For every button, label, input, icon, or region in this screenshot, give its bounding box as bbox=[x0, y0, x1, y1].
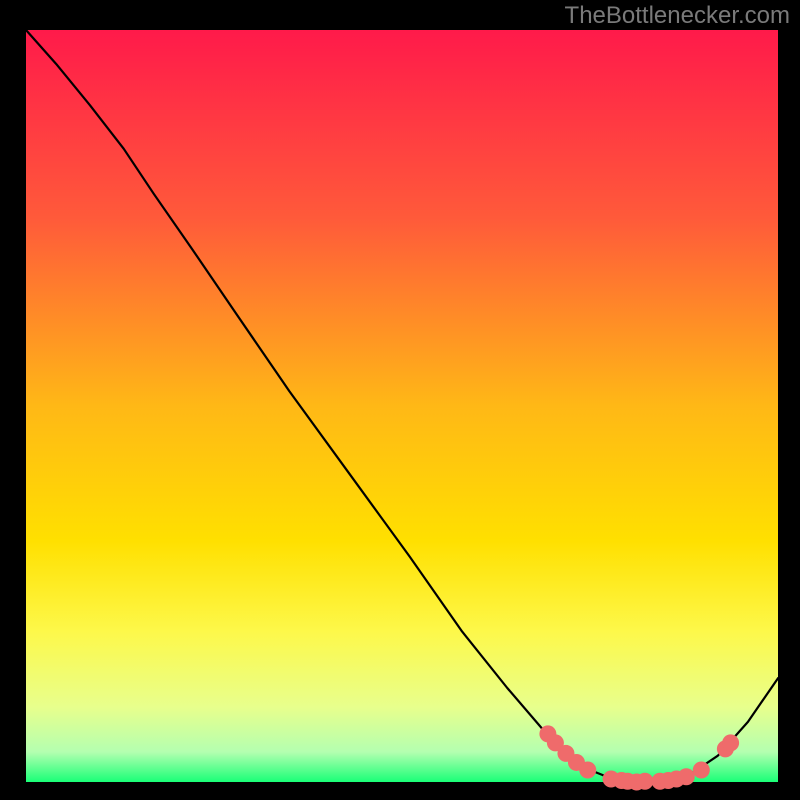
data-marker bbox=[579, 761, 596, 778]
data-marker bbox=[636, 773, 653, 790]
bottleneck-curve bbox=[26, 30, 778, 782]
data-marker bbox=[693, 761, 710, 778]
curve-layer bbox=[0, 0, 800, 800]
data-markers-group bbox=[539, 725, 739, 790]
data-marker bbox=[722, 734, 739, 751]
data-marker bbox=[678, 768, 695, 785]
attribution-text: TheBottlenecker.com bbox=[565, 2, 790, 30]
chart-container: TheBottlenecker.com bbox=[0, 0, 800, 800]
